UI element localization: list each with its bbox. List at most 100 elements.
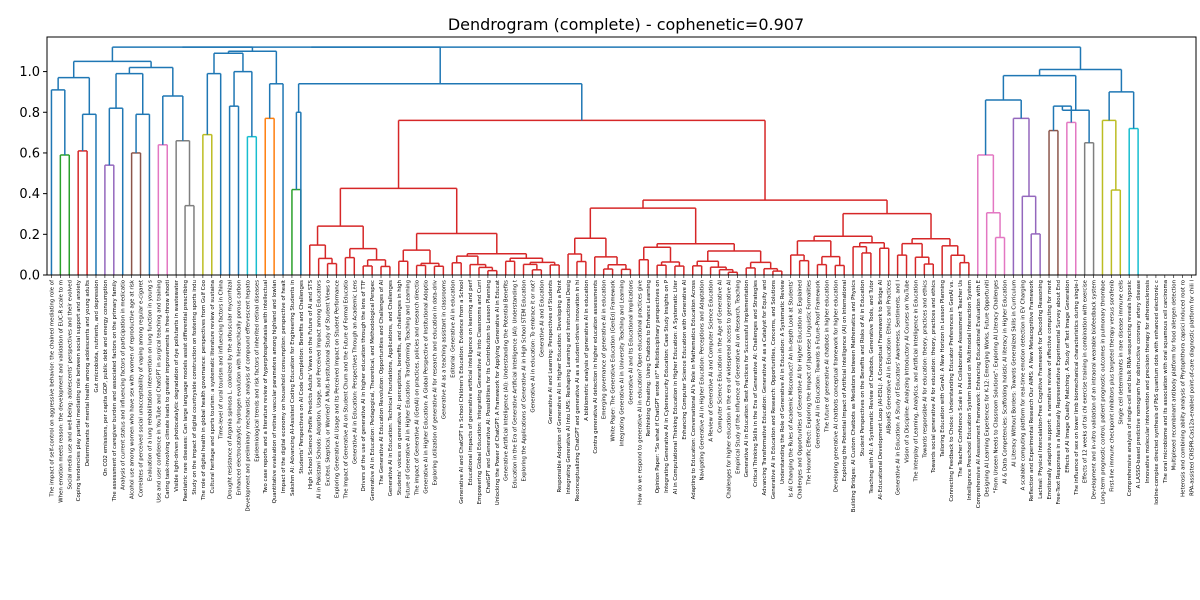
leaf-label: The Teacher Confidence Scale in AI Colla… bbox=[958, 280, 964, 478]
leaf-label: Towards responsible AI for education: th… bbox=[922, 280, 928, 459]
leaf-label: Quantitative evaluation of retinal vascu… bbox=[272, 280, 278, 503]
leaf-label: Building Bridges: AI Custom Chatbots as … bbox=[851, 280, 857, 512]
leaf-label: Emerging governance of generative AI in … bbox=[602, 280, 608, 419]
leaf-label: Opinion Paper: "So what if ChatGPT wrote… bbox=[655, 280, 661, 493]
leaf-label: Evaluation of a lung rehabilitation inte… bbox=[147, 280, 153, 481]
leaf-label: The impact of self-control on aggressive… bbox=[49, 280, 55, 498]
leaf-label: Integrating Generative AI in University … bbox=[620, 280, 626, 446]
leaf-label: Adapting to Education: Conversational AI… bbox=[691, 280, 697, 500]
leaf-label: The assessment of caregiver burden and a… bbox=[112, 279, 118, 502]
leaf-label: Comprehensive analysis of single-cell an… bbox=[1127, 280, 1133, 496]
leaf-label: The Impact of Generative AI on Student C… bbox=[343, 280, 349, 500]
leaf-label: Study on the impact of digital countrysi… bbox=[192, 280, 198, 495]
y-tick-label: 0.6 bbox=[19, 146, 40, 161]
leaf-label: AI Literacy Without Borders: Towards Gen… bbox=[1011, 280, 1017, 467]
leaf-label: The Generative AI Education Revolution: … bbox=[379, 280, 385, 486]
leaf-label: A scalable computing platform for real-t… bbox=[1020, 280, 1026, 490]
leaf-label: Cultural heritage and sports tourism: a … bbox=[210, 280, 216, 493]
dendrogram-links bbox=[50, 46, 1139, 275]
y-tick-label: 0.8 bbox=[19, 106, 40, 121]
leaf-label: The Interplay of Learning, Analytics, an… bbox=[913, 280, 919, 482]
leaf-label: Intelligence Preschool Education System … bbox=[967, 280, 973, 500]
leaf-label: RPA-assisted CRISPR-Cas12a-enabled point… bbox=[1190, 280, 1196, 496]
leaf-label: Generative AI in Education: A Study of E… bbox=[896, 280, 902, 496]
leaf-label: Visible light-driven photocatalytic degr… bbox=[174, 279, 180, 492]
leaf-label: Innovative molecular intervention and pr… bbox=[1145, 280, 1151, 484]
leaf-label: Education in the Era of Generative Artif… bbox=[513, 280, 519, 488]
leaf-label: Epidemiological trends and risk factors … bbox=[254, 280, 260, 462]
leaf-label: First-line immune checkpoint inhibitors … bbox=[1109, 279, 1115, 491]
leaf-label: Drivers of the use of generative AI in h… bbox=[361, 280, 367, 491]
leaf-label: Long-term prognostic control, patient pr… bbox=[1100, 279, 1106, 504]
leaf-label: Impact of the digital economy on househo… bbox=[281, 280, 287, 493]
leaf-label: Empirical Study of the Influence of Gene… bbox=[735, 280, 741, 474]
leaf-label: Development and preliminary mechanistic … bbox=[245, 280, 251, 511]
plot-frame bbox=[46, 36, 1197, 276]
chart-title: Dendrogram (complete) - cophenetic=0.907 bbox=[448, 15, 804, 34]
leaf-label: Determinants of mental health among adol… bbox=[85, 280, 91, 466]
leaf-label: The future of generative AI chatbots in … bbox=[824, 280, 830, 433]
leaf-label: ChatGPT and Generative AI: Possibilities… bbox=[486, 280, 492, 493]
leaf-label: Critical Thinking Skills in the Era of G… bbox=[753, 280, 759, 487]
leaf-label: Challenges for higher education in the e… bbox=[726, 280, 732, 499]
leaf-label: Emotionally adaptive support: a narrativ… bbox=[1047, 280, 1053, 500]
leaf-label: On CO2 emissions, per capita GDP, public… bbox=[103, 280, 109, 476]
leaf-label: Generative AI as a teaching assistant in… bbox=[441, 280, 447, 419]
leaf-label: Lacteal: Physical Intercalation-Free Cog… bbox=[1038, 280, 1044, 499]
leaf-label: Towards social generative AI for educati… bbox=[931, 280, 937, 474]
leaf-label: Integrating Generative AI Into LMS: Resh… bbox=[566, 280, 572, 494]
leaf-label: Exploring utilization of generative AI f… bbox=[432, 279, 438, 485]
leaf-label: Paediatric rare diseases: Can large lang… bbox=[183, 280, 189, 502]
leaf-label: A bibliometric analysis of generative AI… bbox=[584, 280, 590, 421]
leaf-label: White Paper: The Generative Education (G… bbox=[611, 279, 617, 441]
leaf-label: Vision of a Discipline: Analyzing Introd… bbox=[905, 279, 911, 463]
leaf-label: Generative AI and ChatGPT in School Chil… bbox=[459, 280, 465, 504]
leaf-label: Correlates of perceived social unaccepta… bbox=[139, 280, 145, 497]
leaf-label: Unlocking the Power of ChatGPT: A Framew… bbox=[495, 280, 501, 505]
leaf-label: Enhanced electrocatalytic hydrogen evolu… bbox=[237, 280, 243, 495]
leaf-label: Understanding the Role of Generative AI … bbox=[780, 279, 786, 484]
leaf-label: Future of Generative AI in Higher Educat… bbox=[406, 280, 412, 499]
leaf-label: Generative AI in Education and Research:… bbox=[771, 280, 777, 499]
leaf-label: Student Perspectives on the Benefits and… bbox=[860, 280, 866, 456]
leaf-label: Generative AI and Its Educational Implic… bbox=[628, 280, 634, 405]
leaf-label: Drought resistance of Argania spinosa L.… bbox=[228, 280, 234, 499]
leaf-label: Time-level of rural tourism and influenc… bbox=[219, 280, 225, 440]
leaf-label: Empowering Global Education: Integrating… bbox=[477, 280, 483, 504]
leaf-label: Students' Perspectives on AI Code Comple… bbox=[299, 280, 305, 474]
y-tick-label: 0.0 bbox=[19, 269, 40, 284]
y-tick-label: 1.0 bbox=[19, 65, 40, 80]
leaf-label: Single cell determinants in rare disease… bbox=[1118, 280, 1124, 425]
y-tick-label: 0.2 bbox=[19, 228, 40, 243]
leaf-label: Generative AI and Learning: Perspectives… bbox=[548, 280, 554, 424]
leaf-label: Exploring the Applications of Generative… bbox=[522, 280, 528, 481]
leaf-label: The Honorific Effect: Exploring the Impa… bbox=[807, 280, 813, 486]
leaf-label: Effects of AI Image Quality Matching: A … bbox=[1065, 280, 1071, 473]
leaf-label: Computer Science Education in the Age of… bbox=[717, 280, 723, 433]
leaf-label: Reflection and Experimental Research Our… bbox=[1029, 279, 1035, 501]
leaf-label: Caring task-involving climate leads to g… bbox=[165, 280, 171, 498]
leaf-label: Is AI Changing the Rules of Academic Mis… bbox=[789, 280, 795, 498]
leaf-label: Gut microbiota, nutrients, and depressio… bbox=[94, 280, 100, 393]
leaf-label: Integrating Generative AI in Cybersecuri… bbox=[664, 279, 670, 493]
y-axis: 0.0 0.2 0.4 0.6 0.8 1.0 bbox=[19, 65, 47, 284]
leaf-label: Multiplexed recombinant antibody platfor… bbox=[1172, 280, 1178, 470]
leaf-label: Generative AI in Education: Pedagogical,… bbox=[370, 280, 376, 501]
leaf-label: Exploring the Potential Impact of Artifi… bbox=[842, 280, 848, 481]
leaf-label: AI-Educational Development Loop (AI-EDL)… bbox=[878, 280, 884, 500]
leaf-label: Rethinking Cheating: Using Chatbots to E… bbox=[646, 280, 652, 436]
leaf-label: Analysis of current status and influenci… bbox=[121, 280, 127, 490]
leaf-label: Generative AI in Education: Towards a Fu… bbox=[815, 279, 821, 448]
leaf-label: Coping tendencies play partial mediating… bbox=[76, 279, 82, 501]
leaf-label: High School Science Profile Predicts Adu… bbox=[308, 279, 314, 489]
leaf-label: A LASSO-based predictive nomogram for ob… bbox=[1136, 279, 1142, 488]
leaf-label: Exploring Generative AI Usage and Its Pe… bbox=[334, 279, 340, 498]
leaf-label: How do we respond to generative AI in ed… bbox=[637, 279, 643, 505]
leaf-label: Responsible Adoption of Generative AI in… bbox=[557, 280, 563, 493]
leaf-label: Enhancing Computer Science Education wit… bbox=[682, 280, 688, 440]
leaf-label: Free-Text Responses in a Nationally Repr… bbox=[1056, 280, 1062, 505]
leaf-label: Effects of 12 weeks of tai chi exercise … bbox=[1083, 279, 1089, 483]
leaf-label: Designing AI Learning Experiences for K-… bbox=[985, 280, 991, 497]
y-tick-label: 0.4 bbox=[19, 187, 40, 202]
leaf-label: Comprehensive AI Assessment Framework: E… bbox=[976, 279, 982, 508]
